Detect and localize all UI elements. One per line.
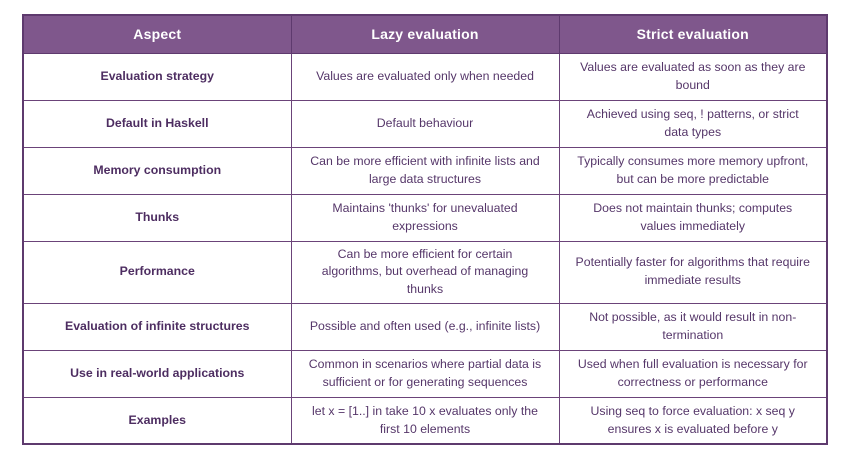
- strict-cell: Not possible, as it would result in non-…: [558, 302, 828, 351]
- aspect-cell: Memory consumption: [22, 146, 292, 195]
- strict-cell: Typically consumes more memory upfront, …: [558, 146, 828, 195]
- aspect-cell: Evaluation strategy: [22, 52, 292, 101]
- table-row: Memory consumption Can be more efficient…: [22, 146, 828, 195]
- strict-cell: Values are evaluated as soon as they are…: [558, 52, 828, 101]
- lazy-cell: Can be more efficient for certain algori…: [290, 240, 560, 304]
- strict-cell: Potentially faster for algorithms that r…: [558, 240, 828, 304]
- lazy-cell: Common in scenarios where partial data i…: [290, 349, 560, 398]
- lazy-cell: Default behaviour: [290, 99, 560, 148]
- table-row: Examples let x = [1..] in take 10 x eval…: [22, 396, 828, 445]
- strict-cell: Using seq to force evaluation: x seq y e…: [558, 396, 828, 445]
- table-row: Evaluation strategy Values are evaluated…: [22, 52, 828, 101]
- lazy-cell: let x = [1..] in take 10 x evaluates onl…: [290, 396, 560, 445]
- table-header: Aspect Lazy evaluation Strict evaluation: [22, 14, 828, 54]
- strict-cell: Used when full evaluation is necessary f…: [558, 349, 828, 398]
- strict-cell: Achieved using seq, ! patterns, or stric…: [558, 99, 828, 148]
- lazy-cell: Maintains 'thunks' for unevaluated expre…: [290, 193, 560, 242]
- aspect-cell: Performance: [22, 240, 292, 304]
- aspect-cell: Thunks: [22, 193, 292, 242]
- table-row: Evaluation of infinite structures Possib…: [22, 302, 828, 351]
- column-header-lazy: Lazy evaluation: [290, 14, 560, 54]
- strict-cell: Does not maintain thunks; computes value…: [558, 193, 828, 242]
- header-row: Aspect Lazy evaluation Strict evaluation: [22, 14, 828, 54]
- table-row: Use in real-world applications Common in…: [22, 349, 828, 398]
- lazy-vs-strict-table: Aspect Lazy evaluation Strict evaluation…: [22, 14, 828, 446]
- lazy-cell: Can be more efficient with infinite list…: [290, 146, 560, 195]
- comparison-table-container: Aspect Lazy evaluation Strict evaluation…: [22, 14, 828, 446]
- column-header-aspect: Aspect: [22, 14, 292, 54]
- table-row: Default in Haskell Default behaviour Ach…: [22, 99, 828, 148]
- aspect-cell: Examples: [22, 396, 292, 445]
- column-header-strict: Strict evaluation: [558, 14, 828, 54]
- aspect-cell: Use in real-world applications: [22, 349, 292, 398]
- table-row: Performance Can be more efficient for ce…: [22, 240, 828, 304]
- table-body: Evaluation strategy Values are evaluated…: [22, 52, 828, 445]
- lazy-cell: Values are evaluated only when needed: [290, 52, 560, 101]
- aspect-cell: Evaluation of infinite structures: [22, 302, 292, 351]
- lazy-cell: Possible and often used (e.g., infinite …: [290, 302, 560, 351]
- table-row: Thunks Maintains 'thunks' for unevaluate…: [22, 193, 828, 242]
- aspect-cell: Default in Haskell: [22, 99, 292, 148]
